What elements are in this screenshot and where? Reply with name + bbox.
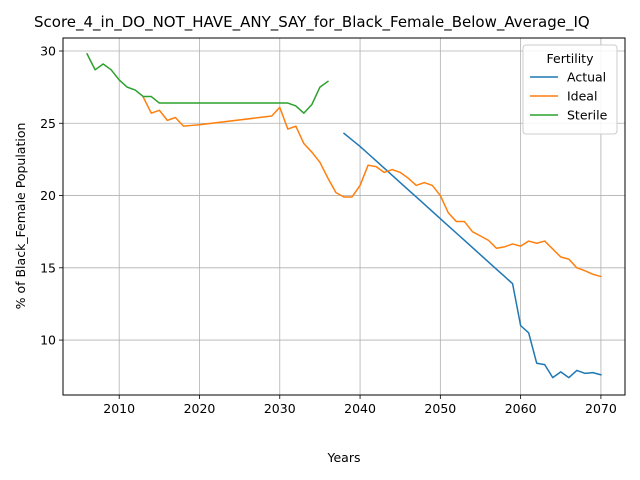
y-axis-ticks: 10 15 20 25 30: [40, 44, 63, 348]
legend-box: [522, 44, 618, 135]
series-lines: [86, 52, 602, 379]
plot-frame: [62, 37, 626, 396]
x-tick-label: 2040: [344, 401, 376, 416]
legend-label-sterile: Sterile: [567, 108, 608, 123]
legend: Fertility Actual Ideal Sterile: [522, 44, 618, 135]
series-line-ideal: [142, 96, 602, 278]
y-axis-label: % of Black_Female Population: [13, 123, 28, 310]
x-tick-label: 2030: [264, 401, 296, 416]
chart-title: Score_4_in_DO_NOT_HAVE_ANY_SAY_for_Black…: [34, 13, 590, 32]
legend-entries: Actual Ideal Sterile: [530, 70, 608, 123]
x-tick-label: 2020: [184, 401, 216, 416]
x-tick-label: 2050: [424, 401, 456, 416]
y-tick-label: 25: [40, 116, 56, 131]
x-tick-label: 2060: [505, 401, 537, 416]
y-tick-label: 20: [40, 188, 56, 203]
y-tick-label: 30: [40, 44, 56, 59]
y-tick-label: 10: [40, 333, 56, 348]
x-axis-label: Years: [327, 450, 361, 465]
x-tick-label: 2070: [585, 401, 617, 416]
series-line-sterile: [86, 52, 329, 114]
x-tick-label: 2010: [103, 401, 135, 416]
x-axis-ticks: 2010 2020 2030 2040 2050 2060 2070: [103, 395, 617, 416]
series-line-actual: [342, 132, 602, 379]
legend-title: Fertility: [547, 51, 595, 66]
legend-label-ideal: Ideal: [567, 89, 597, 104]
legend-label-actual: Actual: [567, 70, 606, 85]
y-tick-label: 15: [40, 260, 56, 275]
